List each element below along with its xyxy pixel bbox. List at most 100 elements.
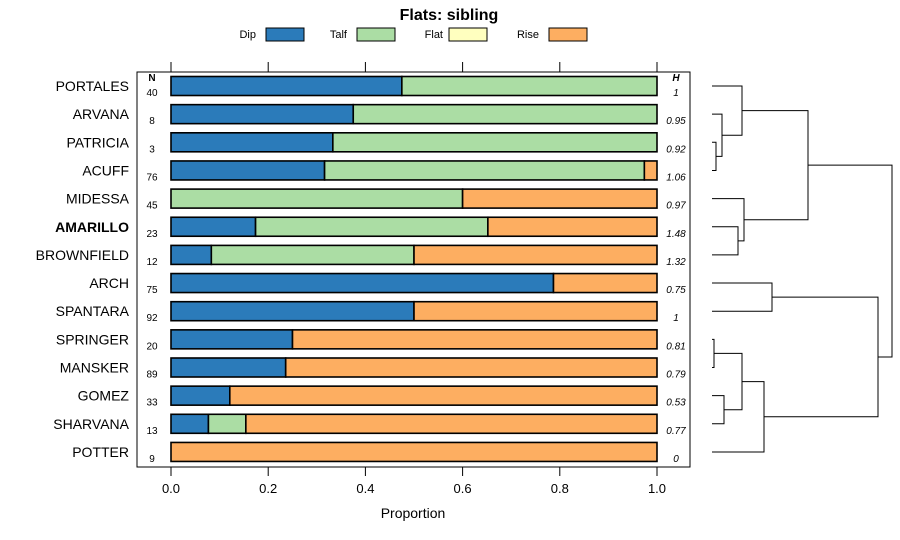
row-label: ARVANA	[73, 106, 130, 122]
x-tick-label: 1.0	[648, 481, 666, 496]
bar-row-arch	[170, 272, 658, 294]
bar-row-sharvana	[170, 413, 658, 435]
bar-segment-rise	[170, 441, 658, 463]
bar-segment-dip	[170, 357, 287, 378]
row-label: MIDESSA	[66, 191, 130, 207]
bar-row-gomez	[170, 385, 658, 406]
bar-segment-dip	[170, 385, 231, 406]
h-value: 1.06	[666, 172, 686, 183]
dendrogram-branch	[712, 85, 743, 136]
n-value: 12	[146, 257, 158, 268]
n-value: 9	[149, 454, 155, 465]
dendrogram-branch	[712, 198, 745, 242]
plot-panel	[136, 71, 691, 468]
bar-row-potter	[170, 441, 658, 463]
dendrogram-branch	[712, 338, 715, 368]
bar-row-patricia	[170, 132, 658, 153]
bar-segment-dip	[170, 103, 355, 125]
n-column-header: N	[148, 73, 155, 84]
bar-segment-rise	[245, 413, 658, 435]
bar-segment-rise	[284, 357, 658, 378]
n-value: 92	[146, 313, 158, 324]
legend-label-dip: Dip	[239, 29, 256, 41]
dendrogram-branch	[714, 352, 743, 411]
bar-row-brownfield	[170, 244, 658, 266]
x-tick-label: 0.4	[356, 481, 374, 496]
row-label: SPRINGER	[56, 331, 129, 347]
bar-row-acuff	[170, 160, 658, 181]
h-value: 0.53	[666, 398, 686, 409]
x-axis: 0.0 0.2 0.4 0.6 0.8 1.0	[162, 467, 666, 496]
bar-segment-dip	[170, 413, 210, 435]
row-label: PORTALES	[56, 78, 129, 94]
bar-segment-rise	[461, 188, 658, 209]
bar-row-portales	[170, 75, 658, 97]
row-label: ARCH	[89, 275, 129, 291]
h-value: 1.32	[666, 257, 686, 268]
row-label: ACUFF	[82, 162, 129, 178]
n-value: 76	[146, 172, 158, 183]
legend: Dip Talf Flat Rise	[239, 27, 588, 42]
h-column-header: H	[672, 73, 680, 84]
x-tick-label: 0.0	[162, 481, 180, 496]
row-label: PATRICIA	[67, 134, 130, 150]
x-tick-label: 0.2	[259, 481, 277, 496]
legend-label-talf: Talf	[330, 29, 348, 41]
bar-segment-talf	[323, 160, 646, 181]
legend-swatch-dip	[265, 27, 305, 42]
h-value: 0.95	[666, 116, 686, 127]
bar-segment-talf	[352, 103, 658, 125]
n-value: 8	[149, 116, 155, 127]
bar-segment-rise	[643, 160, 658, 181]
n-value: 23	[146, 229, 158, 240]
bar-segment-talf	[401, 75, 658, 97]
h-value: 0.92	[666, 144, 686, 155]
bar-segment-rise	[552, 272, 658, 294]
row-label: SHARVANA	[53, 416, 129, 432]
dendrogram-branch	[712, 395, 725, 425]
h-value: 0.97	[666, 201, 686, 212]
x-axis-label: Proportion	[381, 505, 446, 521]
n-value: 89	[146, 370, 158, 381]
bar-segment-dip	[170, 329, 294, 350]
h-value: 1	[673, 313, 679, 324]
legend-label-flat: Flat	[425, 29, 443, 41]
dendrogram	[712, 85, 893, 453]
row-label: MANSKER	[60, 360, 129, 376]
row-label: SPANTARA	[56, 303, 130, 319]
dendrogram-branch	[712, 226, 739, 256]
bar-row-spantara	[170, 300, 658, 322]
n-value: 75	[146, 285, 158, 296]
row-label: AMARILLO	[55, 219, 129, 235]
bar-segment-dip	[170, 300, 415, 322]
n-value: 3	[149, 144, 155, 155]
bar-segment-dip	[170, 75, 403, 97]
bar-segment-rise	[229, 385, 658, 406]
bar-row-midessa	[170, 188, 658, 209]
bar-segment-dip	[170, 160, 326, 181]
bar-row-mansker	[170, 357, 658, 378]
x-tick-label: 0.6	[454, 481, 472, 496]
bar-segment-dip	[170, 244, 213, 266]
h-value: 0.79	[666, 370, 686, 381]
row-labels: PORTALES 40 1 ARVANA 8 0.95 PATRICIA 3 0.92 ACUFF…	[36, 78, 687, 465]
h-value: 0.75	[666, 285, 686, 296]
dendrogram-branch	[764, 296, 879, 418]
bar-segment-talf	[332, 132, 658, 153]
top-axis-ticks	[170, 62, 658, 72]
row-label: POTTER	[72, 444, 129, 460]
dendrogram-branch	[712, 141, 717, 171]
n-value: 45	[146, 201, 158, 212]
row-label: GOMEZ	[78, 388, 130, 404]
dendrogram-branch	[712, 381, 765, 453]
dendrogram-branch	[742, 110, 809, 221]
dendrogram-branch	[712, 282, 773, 312]
h-value: 1.48	[666, 229, 686, 240]
x-tick-label: 0.8	[551, 481, 569, 496]
dendrogram-branch	[712, 113, 723, 157]
bar-segment-rise	[413, 300, 658, 322]
legend-swatch-rise	[548, 27, 588, 42]
bar-row-amarillo	[170, 216, 658, 238]
bar-segment-talf	[170, 188, 464, 209]
bar-segment-dip	[170, 216, 257, 238]
